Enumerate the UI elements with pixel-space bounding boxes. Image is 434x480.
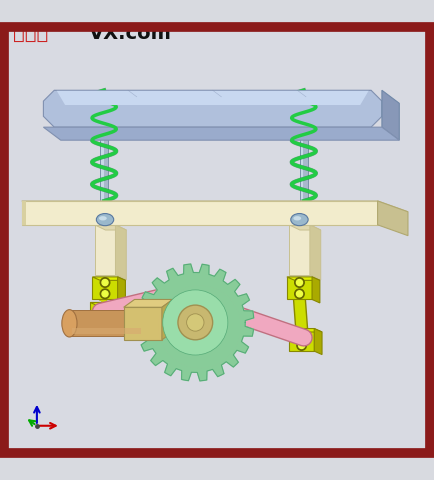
Circle shape [299, 331, 305, 337]
Polygon shape [289, 225, 321, 230]
Circle shape [187, 314, 204, 331]
Polygon shape [289, 225, 310, 275]
Polygon shape [90, 302, 115, 325]
FancyBboxPatch shape [72, 328, 141, 334]
Circle shape [299, 342, 305, 348]
Ellipse shape [291, 214, 308, 226]
Circle shape [297, 341, 306, 350]
FancyBboxPatch shape [100, 90, 108, 201]
FancyBboxPatch shape [4, 27, 430, 453]
Ellipse shape [96, 214, 114, 226]
Polygon shape [124, 307, 162, 340]
Polygon shape [90, 302, 123, 306]
Circle shape [296, 279, 302, 286]
Polygon shape [95, 225, 115, 275]
Polygon shape [92, 277, 125, 280]
Polygon shape [22, 201, 408, 212]
FancyBboxPatch shape [101, 90, 104, 201]
Polygon shape [289, 328, 314, 351]
Circle shape [297, 329, 306, 339]
Circle shape [100, 278, 110, 288]
Circle shape [295, 289, 304, 299]
Polygon shape [22, 201, 378, 225]
FancyBboxPatch shape [300, 90, 308, 201]
Polygon shape [43, 127, 399, 140]
Ellipse shape [99, 216, 107, 220]
Polygon shape [162, 300, 173, 340]
Polygon shape [115, 302, 123, 328]
Polygon shape [92, 277, 118, 300]
Polygon shape [382, 90, 399, 140]
Circle shape [296, 291, 302, 297]
Polygon shape [22, 201, 26, 225]
Circle shape [100, 305, 106, 311]
Polygon shape [287, 277, 312, 300]
Polygon shape [310, 225, 321, 280]
Circle shape [178, 305, 213, 340]
Circle shape [163, 290, 228, 355]
Polygon shape [378, 201, 408, 236]
Polygon shape [287, 277, 320, 280]
Polygon shape [115, 225, 126, 280]
Polygon shape [124, 300, 173, 307]
Circle shape [98, 303, 108, 313]
Polygon shape [95, 225, 126, 230]
FancyBboxPatch shape [69, 310, 141, 336]
Ellipse shape [62, 310, 77, 337]
Polygon shape [312, 277, 320, 303]
Circle shape [100, 316, 106, 323]
Polygon shape [43, 90, 382, 127]
FancyBboxPatch shape [301, 90, 303, 201]
Text: VX.com: VX.com [89, 24, 172, 43]
Ellipse shape [293, 216, 301, 220]
Circle shape [100, 289, 110, 299]
Circle shape [102, 291, 108, 297]
Circle shape [295, 278, 304, 288]
Circle shape [98, 315, 108, 324]
Text: 微小网: 微小网 [13, 24, 48, 43]
Polygon shape [314, 328, 322, 355]
Polygon shape [137, 264, 254, 381]
Circle shape [102, 279, 108, 286]
Polygon shape [56, 90, 369, 105]
Polygon shape [118, 277, 125, 303]
Polygon shape [289, 328, 322, 332]
